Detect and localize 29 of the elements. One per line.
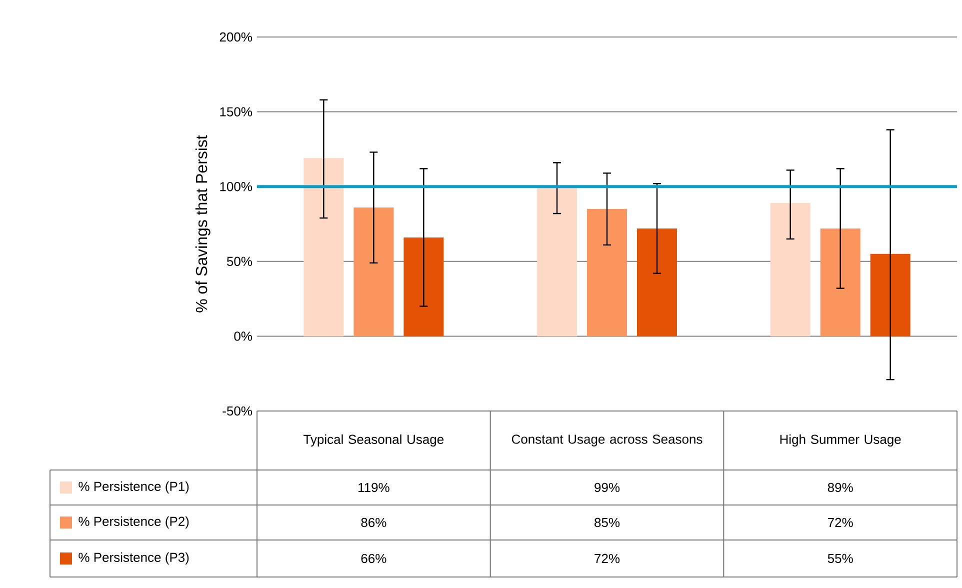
bar	[587, 209, 627, 336]
y-tick-label: 150%	[220, 107, 252, 116]
data-label: 99%	[594, 482, 620, 492]
y-tick-label: 0%	[234, 332, 252, 341]
y-axis-title: % of Savings that Persist	[195, 135, 210, 312]
data-label: 55%	[828, 554, 853, 564]
bar	[770, 203, 810, 336]
bar	[637, 228, 677, 336]
data-label: 72%	[828, 518, 853, 528]
y-tick-label: 200%	[220, 32, 252, 42]
data-label: 85%	[594, 518, 620, 528]
y-tick-label: 100%	[220, 182, 252, 192]
data-label: 72%	[594, 554, 620, 564]
y-tick-label: 50%	[226, 256, 252, 266]
x-tick-label: Typical Seasonal Usage	[304, 434, 444, 447]
legend-label: % Persistence (P3)	[78, 552, 189, 565]
data-label: 66%	[361, 554, 386, 564]
x-tick-label: Constant Usage across Seasons	[512, 434, 702, 446]
data-label: 89%	[828, 482, 853, 492]
bar	[537, 188, 578, 336]
bar	[304, 158, 344, 336]
legend-label: % Persistence (P1)	[78, 481, 189, 494]
y-tick-label: -50%	[222, 406, 252, 416]
x-tick-label: High Summer Usage	[780, 434, 901, 447]
bar	[354, 208, 394, 336]
bar	[870, 254, 910, 336]
legend-label: % Persistence (P2)	[78, 516, 189, 529]
data-label: 86%	[361, 518, 386, 528]
data-label: 119%	[358, 482, 390, 492]
